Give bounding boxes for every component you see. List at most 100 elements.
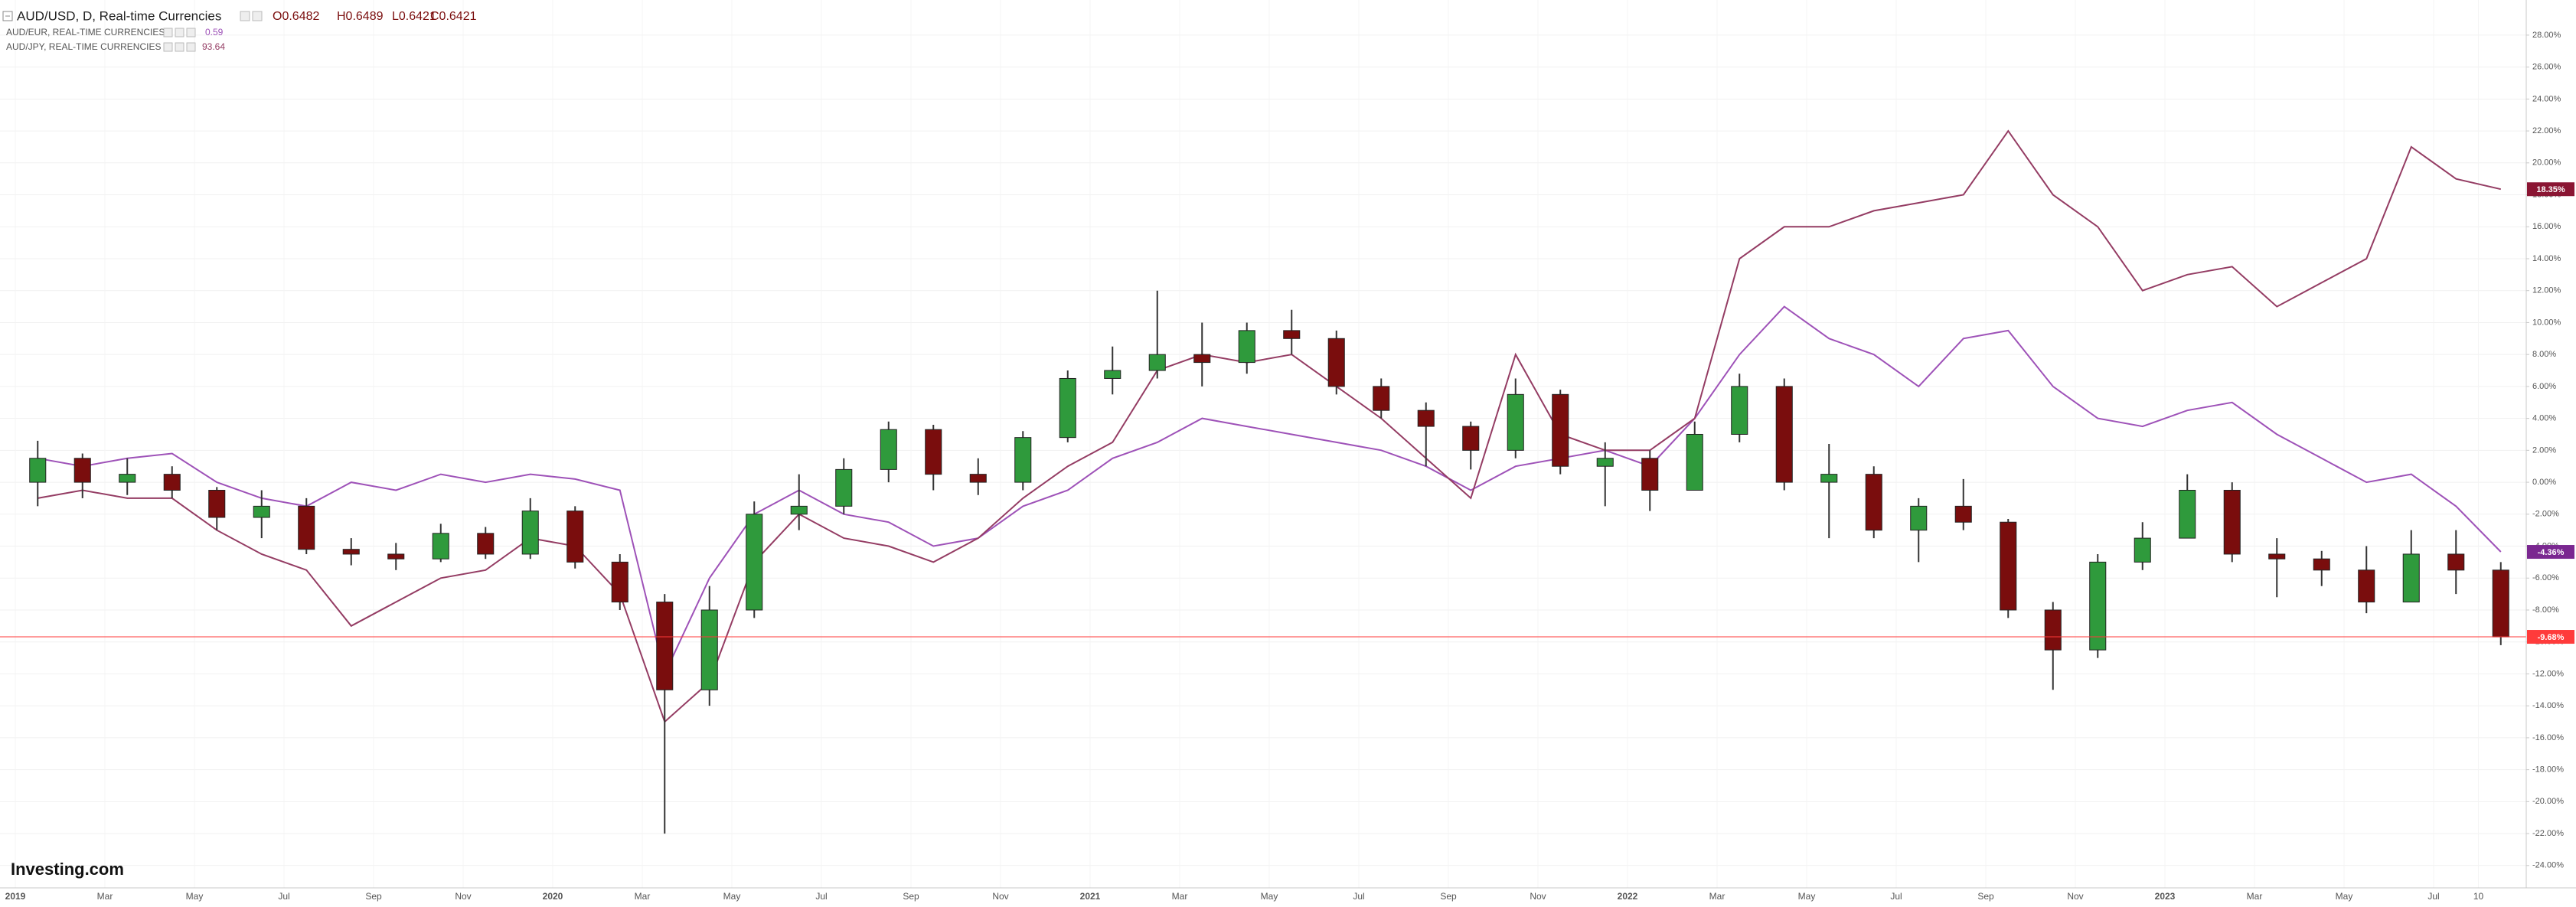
y-tick-label: 12.00%: [2532, 286, 2561, 295]
candle-body: [2000, 521, 2017, 611]
candle-body: [1641, 458, 1659, 491]
legend-compare-symbol[interactable]: AUD/JPY, REAL-TIME CURRENCIES: [6, 41, 161, 52]
collapse-icon[interactable]: [2, 11, 13, 21]
candle-body: [1462, 426, 1480, 451]
y-tick-label: 4.00%: [2532, 414, 2556, 423]
candle-body: [1552, 393, 1569, 467]
y-tick-label: 0.00%: [2532, 478, 2556, 487]
x-tick-label: Nov: [1530, 891, 1546, 902]
last-value-label: -9.68%: [2538, 633, 2565, 642]
grid: [0, 0, 2526, 888]
x-tick-label: Mar: [1709, 891, 1725, 902]
candle-body: [2134, 537, 2151, 563]
settings-icon[interactable]: [175, 28, 184, 38]
last-value-tag: [2527, 630, 2574, 644]
candle-body: [969, 474, 987, 483]
y-tick-label: -8.00%: [2532, 605, 2559, 615]
axes: 28.00%26.00%24.00%22.00%20.00%18.00%16.0…: [5, 31, 2574, 902]
x-tick-label: May: [2336, 891, 2353, 902]
candle-body: [1373, 386, 1390, 411]
x-tick-label: May: [186, 891, 204, 902]
last-value-label: -4.36%: [2538, 548, 2565, 557]
candle-body: [1327, 338, 1345, 387]
x-tick-label: Jul: [1890, 891, 1902, 902]
candle-body: [566, 511, 584, 563]
candle-body: [1954, 505, 1972, 523]
x-tick-label: Sep: [1440, 891, 1457, 902]
candle-body: [2089, 561, 2107, 651]
candle-body: [1865, 474, 1882, 531]
series-line: [38, 305, 2502, 677]
y-tick-label: 2.00%: [2532, 445, 2556, 455]
eye-icon[interactable]: [163, 42, 173, 52]
candle-body: [2402, 553, 2420, 603]
candle-body: [1731, 386, 1748, 435]
y-tick-label: 20.00%: [2532, 158, 2561, 168]
candle-body: [1104, 370, 1121, 379]
x-tick-label: Sep: [1977, 891, 1994, 902]
candle-body: [2268, 553, 2286, 560]
candle-body: [1014, 437, 1032, 483]
candle-body: [73, 458, 91, 483]
candle-body: [1283, 330, 1301, 339]
y-tick-label: 14.00%: [2532, 254, 2561, 263]
x-tick-label: Jul: [815, 891, 827, 902]
y-tick-label: 16.00%: [2532, 222, 2561, 231]
candle-body: [1820, 474, 1838, 483]
candle-body: [477, 533, 495, 555]
candle-body: [119, 474, 136, 483]
close-icon[interactable]: [186, 28, 196, 38]
candle-body: [208, 490, 226, 518]
legend: AUD/USD, D, Real-time Currencies O0.6482…: [2, 8, 477, 52]
candle-body: [521, 511, 539, 555]
close-icon[interactable]: [186, 42, 196, 52]
quote-low: L0.6421: [392, 10, 436, 23]
candle-body: [2492, 569, 2509, 638]
candle-body: [835, 468, 853, 507]
x-tick-label: Mar: [97, 891, 113, 902]
y-tick-label: -12.00%: [2532, 669, 2564, 678]
candle-body: [1059, 377, 1076, 439]
x-tick-label: Mar: [2247, 891, 2263, 902]
y-tick-label: 10.00%: [2532, 318, 2561, 327]
x-tick-label: Jul: [2427, 891, 2439, 902]
x-tick-label: Sep: [903, 891, 919, 902]
candle-body: [2313, 558, 2330, 571]
y-tick-label: -6.00%: [2532, 573, 2559, 582]
brand-logo: Investing.com: [11, 860, 124, 879]
legend-main-symbol[interactable]: AUD/USD, D, Real-time Currencies: [17, 8, 221, 23]
y-tick-label: 8.00%: [2532, 350, 2556, 359]
close-icon[interactable]: [252, 11, 263, 21]
candle-body: [298, 505, 315, 550]
x-tick-label: 2023: [2155, 891, 2176, 902]
legend-compare-symbol[interactable]: AUD/EUR, REAL-TIME CURRENCIES: [6, 27, 165, 38]
candle-body: [656, 602, 674, 690]
settings-icon[interactable]: [175, 42, 184, 52]
y-tick-label: -14.00%: [2532, 701, 2564, 710]
candle-body: [1148, 354, 1166, 371]
x-tick-label: 10: [2473, 891, 2484, 902]
candle-body: [611, 561, 628, 603]
candle-body: [1193, 354, 1211, 364]
y-tick-label: -24.00%: [2532, 861, 2564, 870]
x-tick-label: May: [1798, 891, 1816, 902]
candle-body: [2447, 553, 2465, 571]
eye-icon[interactable]: [163, 28, 173, 38]
candle-body: [2223, 490, 2241, 555]
candle-body: [1596, 458, 1614, 467]
legend-last-price: 93.64: [202, 41, 225, 52]
x-tick-label: 2022: [1618, 891, 1638, 902]
settings-icon[interactable]: [240, 11, 250, 21]
x-tick-label: Nov: [2067, 891, 2083, 902]
x-tick-label: Sep: [365, 891, 382, 902]
y-tick-label: -2.00%: [2532, 510, 2559, 519]
y-tick-label: 6.00%: [2532, 382, 2556, 391]
quote-high: H0.6489: [337, 10, 384, 23]
candle-body: [2179, 490, 2196, 539]
x-tick-label: Mar: [1172, 891, 1188, 902]
x-tick-label: 2020: [543, 891, 563, 902]
candle-body: [925, 429, 942, 475]
y-tick-label: 24.00%: [2532, 94, 2561, 103]
